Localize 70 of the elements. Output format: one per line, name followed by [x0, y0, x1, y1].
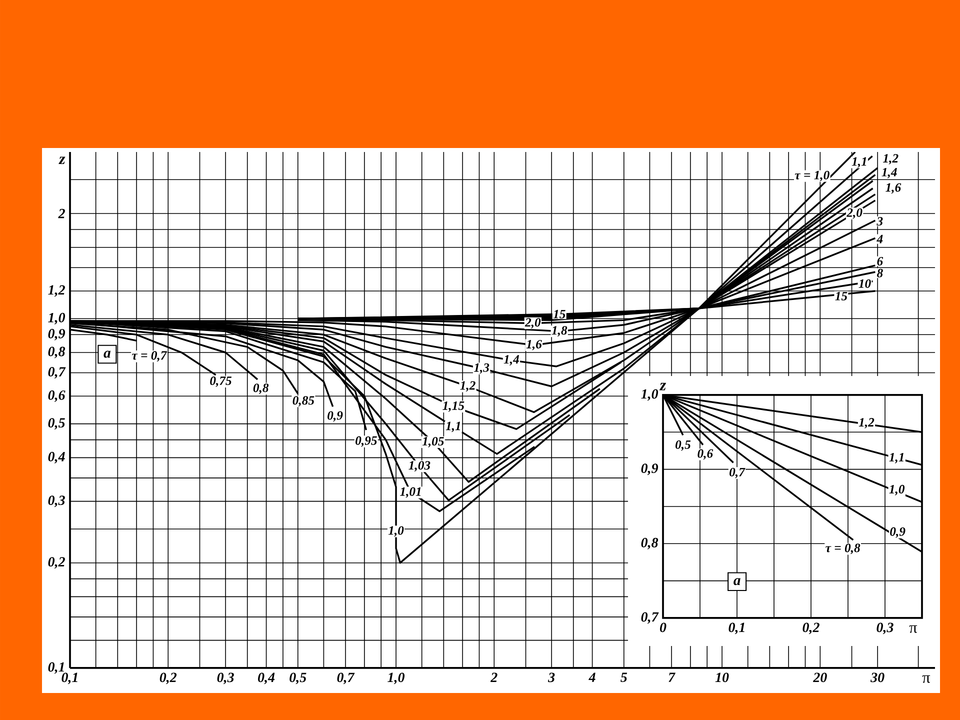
y-tick-label: 1,2 — [48, 285, 65, 297]
annotation: 8 — [876, 268, 883, 278]
annotation: 3 — [876, 217, 883, 226]
y-tick-label: 0,8 — [48, 346, 66, 358]
x-tick-label: 0,3 — [217, 672, 234, 684]
y-tick-label: 2 — [58, 208, 65, 218]
annotation: 0,9 — [890, 527, 906, 538]
annotation: 6 — [877, 257, 884, 266]
annotation: 1,1 — [889, 453, 904, 464]
annotation: 0,75 — [210, 376, 232, 387]
x-tick-label: 20 — [813, 672, 827, 682]
annotation: 1,2 — [858, 418, 874, 428]
annotation: 15 — [553, 310, 566, 318]
annotation: a — [734, 578, 740, 586]
y-tick-label: 0,2 — [48, 557, 65, 569]
x-axis-title: π — [909, 625, 918, 633]
annotation: 0,6 — [698, 449, 714, 460]
y-tick-label: 0,1 — [48, 662, 64, 674]
y-tick-label: 1,0 — [48, 312, 66, 324]
x-tick-label: 0 — [660, 622, 666, 632]
x-tick-label: 0,1 — [62, 672, 78, 684]
x-tick-label: 2 — [490, 672, 498, 682]
annotation: 0,85 — [292, 396, 314, 406]
annotation: 10 — [858, 279, 871, 288]
annotation: 15 — [835, 292, 848, 300]
y-tick-label: 0,6 — [48, 390, 66, 402]
annotation: 1,0 — [388, 526, 404, 537]
annotation: 1,4 — [882, 168, 897, 178]
annotation: 1,6 — [886, 183, 902, 194]
x-tick-label: 0,2 — [802, 622, 820, 634]
y-tick-label: 1,0 — [641, 389, 658, 401]
x-tick-label: 0,5 — [290, 672, 306, 684]
y-tick-label: 0,9 — [641, 464, 658, 476]
x-tick-label: 7 — [668, 672, 676, 682]
y-tick-label: 0,5 — [48, 418, 65, 430]
y-tick-label: 0,9 — [48, 328, 66, 340]
x-tick-label: 0,7 — [337, 672, 355, 684]
x-tick-label: 3 — [548, 672, 555, 682]
x-tick-label: 1,0 — [388, 672, 405, 684]
annotation: 1,2 — [883, 154, 898, 164]
x-axis-title: π — [922, 675, 930, 683]
x-tick-label: 0,1 — [728, 622, 744, 634]
y-tick-label: 0,7 — [641, 612, 659, 624]
y-axis-title: z — [659, 382, 666, 390]
x-tick-label: 10 — [715, 672, 729, 682]
annotation: 1,1 — [852, 157, 866, 168]
y-tick-label: 0,7 — [48, 367, 66, 379]
x-tick-label: 0,4 — [258, 672, 275, 684]
annotation: 0,95 — [356, 436, 377, 447]
x-tick-label: 0,2 — [160, 672, 177, 684]
annotation: τ = 0,8 — [826, 544, 860, 554]
y-tick-label: 0,4 — [48, 452, 65, 464]
annotation: 1,0 — [889, 484, 905, 496]
y-tick-label: 0,8 — [641, 538, 658, 550]
annotation: 2,0 — [846, 208, 862, 219]
annotation: 0,8 — [253, 384, 269, 394]
annotation: 4 — [876, 234, 883, 244]
annotation: τ = 1,0 — [794, 170, 830, 182]
y-tick-label: 0,3 — [48, 496, 65, 508]
y-axis-title: z — [58, 156, 66, 164]
x-tick-label: 0,3 — [876, 622, 894, 634]
annotation: τ = 0,7 — [132, 351, 168, 362]
annotation: a — [104, 350, 111, 358]
annotation: 0,7 — [730, 468, 746, 478]
x-tick-label: 4 — [588, 672, 596, 682]
annotation: 1,8 — [552, 326, 568, 337]
x-tick-label: 30 — [870, 672, 884, 682]
annotation: 0,9 — [328, 411, 343, 422]
annotation: 0,5 — [676, 440, 691, 451]
x-tick-label: 5 — [620, 672, 628, 682]
